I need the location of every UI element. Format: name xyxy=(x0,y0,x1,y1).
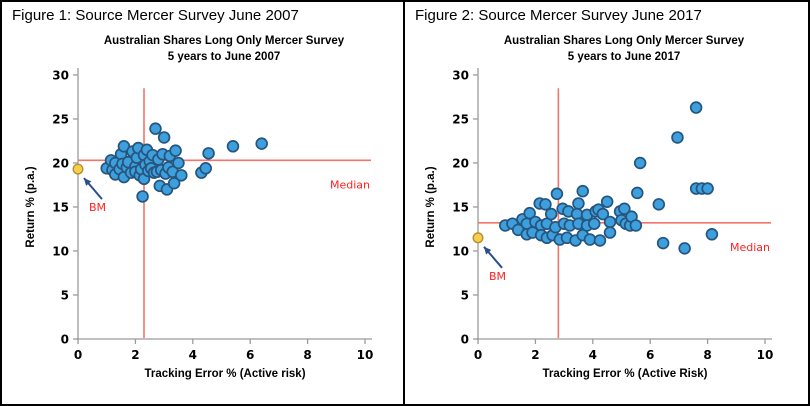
data-point xyxy=(572,197,585,210)
y-axis-title: Return % (p.a.) xyxy=(25,166,37,247)
figure-panel-2017: Figure 2: Source Mercer Survey June 2017… xyxy=(405,2,808,404)
x-tick-label: 8 xyxy=(703,348,711,362)
data-point xyxy=(169,144,182,157)
x-tick-label: 6 xyxy=(646,348,654,362)
data-point xyxy=(603,215,617,229)
y-tick-label: 30 xyxy=(452,69,469,83)
panel-divider xyxy=(403,2,405,404)
y-tick-label: 20 xyxy=(452,157,469,171)
y-tick-label: 30 xyxy=(52,69,69,83)
data-point xyxy=(618,202,631,216)
data-point xyxy=(701,182,714,195)
data-point xyxy=(576,184,590,198)
chart-title-line1: Australian Shares Long Only Mercer Surve… xyxy=(503,35,745,47)
data-point xyxy=(175,169,188,182)
data-point xyxy=(629,219,643,232)
data-point xyxy=(678,242,691,255)
data-point xyxy=(149,122,162,135)
x-axis-title: Tracking Error % (Active Risk) xyxy=(543,368,708,380)
figure-caption-2017: Figure 2: Source Mercer Survey June 2017 xyxy=(415,7,702,24)
chart-title-2007: Australian Shares Long Only Mercer Surve… xyxy=(54,33,394,65)
y-tick-label: 5 xyxy=(61,289,69,303)
y-tick-label: 10 xyxy=(452,245,469,259)
x-tick-label: 0 xyxy=(74,348,82,362)
y-axis-title: Return % (p.a.) xyxy=(425,166,437,247)
x-tick-label: 8 xyxy=(303,348,311,362)
x-tick-label: 10 xyxy=(357,348,374,362)
scatter-plot-2007: 0 5 10 15 20 25 30 0 2 4 6 8 10 Median BM Tracking Erro… xyxy=(25,68,374,380)
x-tick-label: 0 xyxy=(474,348,482,362)
data-point xyxy=(167,176,181,190)
y-tick-label: 15 xyxy=(52,201,69,215)
x-tick-label: 4 xyxy=(589,348,597,362)
y-tick-label: 25 xyxy=(452,113,469,127)
bm-arrowhead xyxy=(84,178,92,186)
chart-title-line2: 5 years to June 2017 xyxy=(567,51,681,63)
y-tick-label: 25 xyxy=(52,113,69,127)
data-point xyxy=(157,131,171,144)
figure-panel-2007: Figure 1: Source Mercer Survey June 2007… xyxy=(2,2,403,404)
data-point xyxy=(705,228,719,241)
x-tick-label: 10 xyxy=(757,348,774,362)
data-point xyxy=(583,233,597,246)
chart-title-2017: Australian Shares Long Only Mercer Surve… xyxy=(454,33,794,65)
bm-label: BM xyxy=(489,270,506,283)
y-tick-label: 20 xyxy=(52,157,69,171)
data-point xyxy=(226,140,240,153)
data-point xyxy=(603,226,617,239)
data-point xyxy=(631,186,644,200)
median-label: Median xyxy=(730,241,770,254)
data-point xyxy=(652,198,666,211)
y-tick-label: 10 xyxy=(52,245,69,259)
data-point xyxy=(596,207,610,221)
data-point xyxy=(550,187,564,201)
data-point xyxy=(523,206,536,220)
data-point xyxy=(539,198,552,211)
y-tick-label: 0 xyxy=(461,333,469,347)
data-point xyxy=(593,234,607,247)
figure-caption-2007: Figure 1: Source Mercer Survey June 2007 xyxy=(12,7,299,24)
data-point xyxy=(689,101,703,114)
benchmark-point xyxy=(472,232,484,244)
data-point xyxy=(255,137,268,150)
data-point xyxy=(544,207,558,221)
data-point xyxy=(587,217,601,230)
y-tick-label: 0 xyxy=(61,333,69,347)
y-tick-label: 15 xyxy=(452,201,469,215)
data-point xyxy=(633,156,647,170)
y-tick-label: 5 xyxy=(461,289,469,303)
scatter-plot-2017: 0 5 10 15 20 25 30 0 2 4 6 8 10 Median BM Tracking Erro… xyxy=(425,68,774,380)
data-point xyxy=(199,162,212,175)
x-axis-title: Tracking Error % (Active risk) xyxy=(144,368,305,380)
data-point xyxy=(136,190,149,203)
benchmark-point xyxy=(72,163,84,175)
x-tick-label: 4 xyxy=(189,348,197,362)
x-tick-label: 2 xyxy=(131,348,139,362)
data-point xyxy=(172,156,185,170)
x-tick-label: 2 xyxy=(531,348,539,362)
data-point xyxy=(656,236,670,250)
x-tick-label: 6 xyxy=(246,348,254,362)
data-point xyxy=(202,147,215,160)
median-label: Median xyxy=(330,178,370,191)
data-point xyxy=(600,195,614,208)
chart-title-line1: Australian Shares Long Only Mercer Surve… xyxy=(103,35,345,47)
bm-arrowhead xyxy=(484,246,492,255)
chart-title-line2: 5 years to June 2007 xyxy=(167,51,281,63)
bm-label: BM xyxy=(89,201,106,214)
data-point xyxy=(671,131,684,144)
